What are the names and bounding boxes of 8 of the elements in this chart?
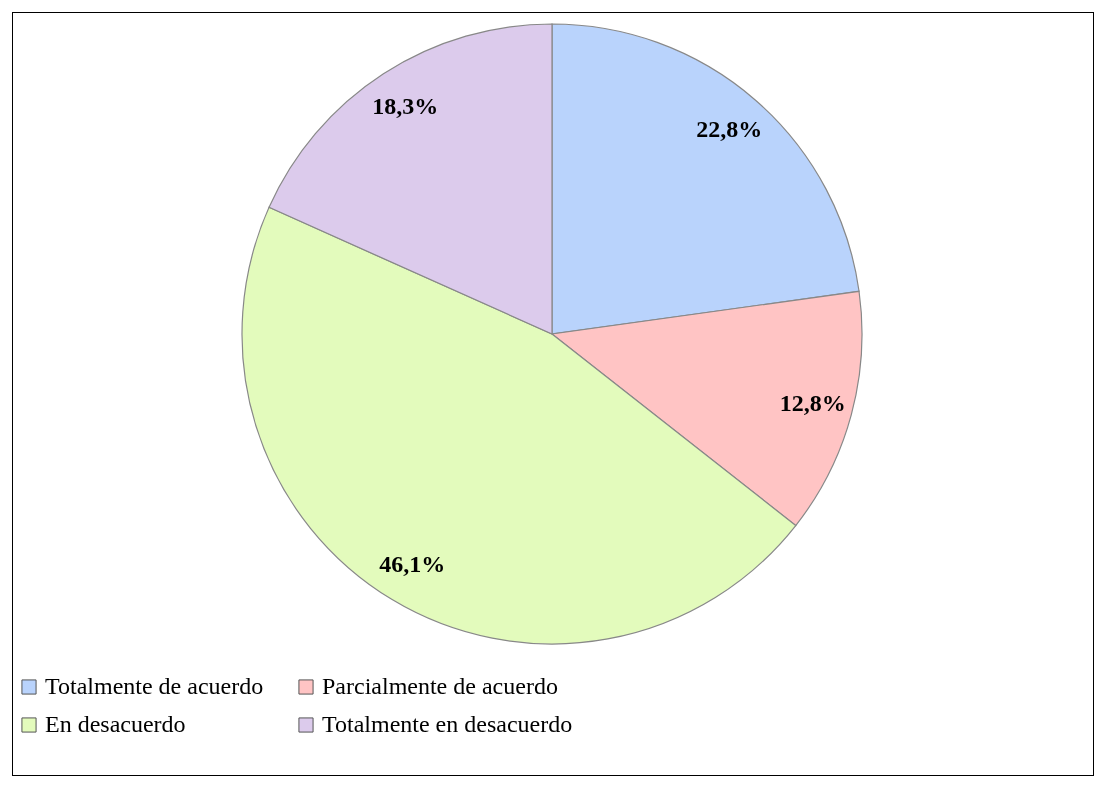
data-label: 12,8% bbox=[779, 390, 846, 417]
legend-label: Totalmente de acuerdo bbox=[45, 673, 264, 699]
legend-label: En desacuerdo bbox=[45, 711, 186, 737]
data-label: 46,1% bbox=[379, 551, 446, 578]
legend-label: Totalmente en desacuerdo bbox=[322, 711, 573, 737]
data-label: 22,8% bbox=[696, 116, 763, 143]
legend-label: Parcialmente de acuerdo bbox=[322, 673, 558, 699]
data-label: 18,3% bbox=[372, 93, 439, 120]
